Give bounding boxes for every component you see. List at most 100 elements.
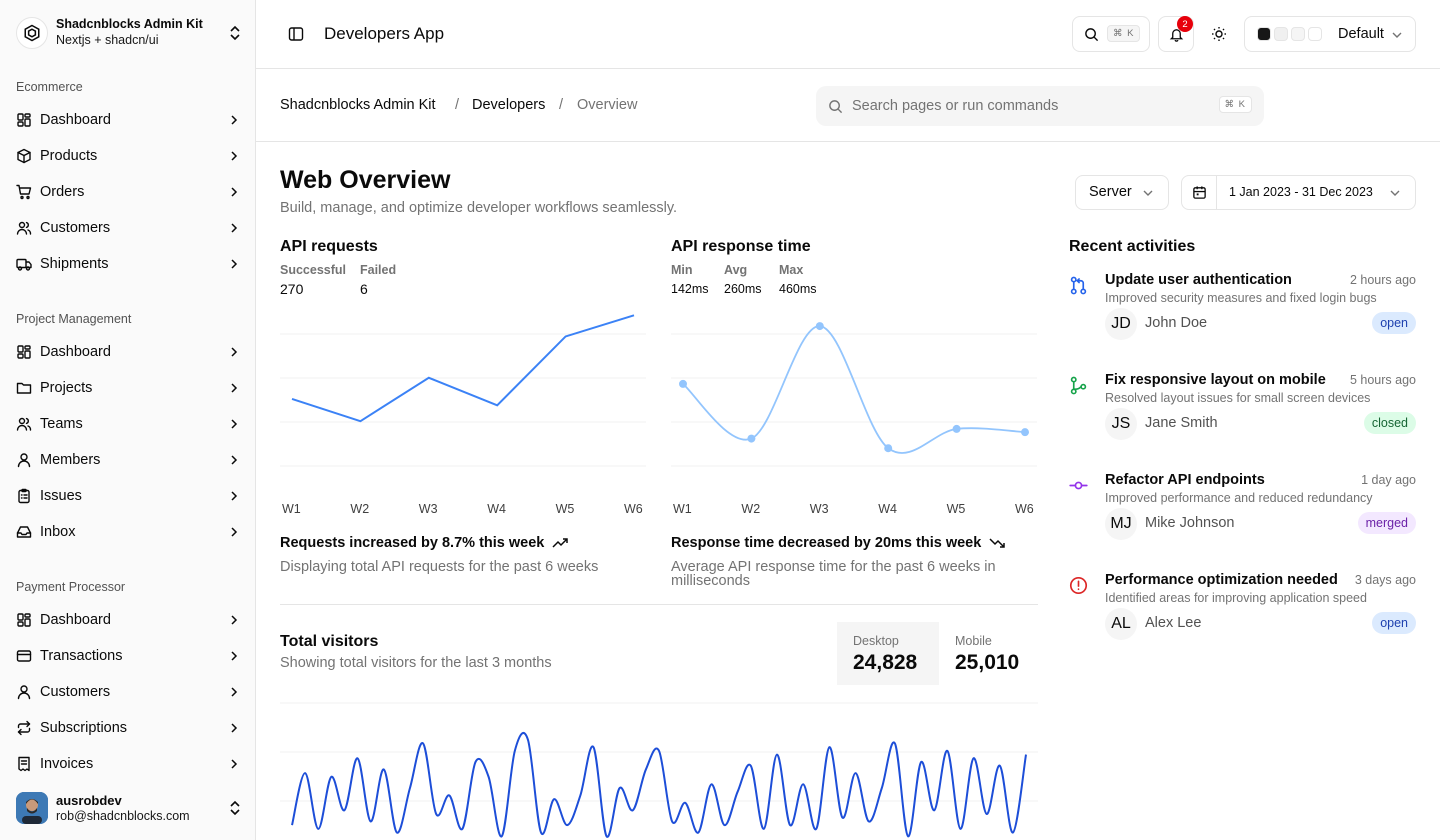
sidebar-item-invoices[interactable]: Invoices	[16, 750, 240, 778]
sidebar-item-orders[interactable]: Orders	[16, 178, 240, 206]
activity-item[interactable]: Fix responsive layout on mobile 5 hours a…	[1069, 372, 1416, 452]
status-badge: open	[1372, 612, 1416, 634]
layout-dashboard-icon	[16, 612, 32, 628]
chevron-right-icon	[228, 722, 240, 734]
sidebar-item-label: Customers	[40, 220, 111, 236]
desktop-toggle[interactable]: Desktop 24,828	[837, 622, 939, 685]
team-switcher[interactable]: Shadcnblocks Admin Kit Nextjs + shadcn/u…	[16, 16, 242, 50]
activity-desc: Improved performance and reduced redunda…	[1105, 491, 1373, 505]
chevron-right-icon	[228, 150, 240, 162]
theme-swatch	[1257, 27, 1271, 41]
page-title: Web Overview	[280, 166, 451, 194]
sidebar-item-customers[interactable]: Customers	[16, 214, 240, 242]
users-icon	[16, 416, 32, 432]
layout-dashboard-icon	[16, 344, 32, 360]
user-menu[interactable]: ausrobdev rob@shadcnblocks.com	[16, 790, 242, 826]
api-requests-footer-desc: Displaying total API requests for the pa…	[280, 559, 599, 575]
folder-icon	[16, 380, 32, 396]
status-badge: merged	[1357, 512, 1416, 534]
search-button[interactable]: ⌘ K	[1072, 16, 1150, 52]
git-branch-icon	[1069, 376, 1088, 395]
chevron-right-icon	[228, 186, 240, 198]
chevron-down-icon	[1389, 187, 1401, 199]
stat-value: 270	[280, 281, 304, 297]
theme-swatch	[1308, 27, 1322, 41]
x-tick-label: W5	[946, 502, 966, 516]
chevron-right-icon	[228, 686, 240, 698]
activity-title: Performance optimization needed	[1105, 572, 1338, 588]
chevron-right-icon	[228, 490, 240, 502]
sidebar-item-inbox[interactable]: Inbox	[16, 518, 240, 546]
sun-icon[interactable]	[1211, 26, 1227, 42]
mobile-toggle[interactable]: Mobile 25,010	[939, 622, 1038, 685]
api-response-footer-desc: Average API response time for the past 6…	[671, 559, 996, 589]
chevrons-up-down-icon	[228, 25, 242, 41]
sidebar-item-shipments[interactable]: Shipments	[16, 250, 240, 278]
data-point	[952, 424, 961, 433]
sidebar-item-label: Members	[40, 452, 101, 468]
data-point	[884, 444, 893, 453]
shopping-cart-icon	[16, 184, 32, 200]
command-search[interactable]: Search pages or run commands ⌘ K	[816, 86, 1264, 126]
sidebar-item-label: Dashboard	[40, 344, 111, 360]
stat-label: Max	[779, 263, 804, 277]
stat-label: Failed	[360, 263, 397, 277]
notification-badge: 2	[1177, 16, 1193, 32]
activity-item[interactable]: Performance optimization needed 3 days ag…	[1069, 572, 1416, 652]
sidebar-item-products[interactable]: Products	[16, 142, 240, 170]
activity-user: Mike Johnson	[1145, 515, 1235, 531]
sidebar-toggle-icon[interactable]	[288, 26, 304, 42]
breadcrumb-bar: Shadcnblocks Admin Kit / Developers / Ov…	[256, 69, 1440, 142]
git-commit-icon	[1069, 476, 1088, 495]
trending-up-icon	[552, 537, 569, 549]
date-range-picker[interactable]: 1 Jan 2023 - 31 Dec 2023	[1181, 175, 1416, 210]
avatar	[16, 792, 48, 824]
x-tick-label: W3	[418, 502, 438, 516]
total-visitors-subtitle: Showing total visitors for the last 3 mo…	[280, 655, 552, 671]
sidebar-item-label: Transactions	[40, 648, 123, 664]
theme-swatch	[1291, 27, 1305, 41]
sidebar-item-dashboard[interactable]: Dashboard	[16, 606, 240, 634]
x-tick-label: W4	[487, 502, 506, 516]
recent-activities-title: Recent activities	[1069, 238, 1196, 255]
activity-item[interactable]: Refactor API endpoints 1 day ago Improved …	[1069, 472, 1416, 552]
sidebar-group-label: Project Management	[16, 312, 132, 326]
sidebar-group-label: Ecommerce	[16, 80, 83, 94]
api-response-title: API response time	[671, 238, 811, 255]
sidebar-item-dashboard[interactable]: Dashboard	[16, 338, 240, 366]
chevron-right-icon	[228, 614, 240, 626]
desktop-label: Desktop	[853, 634, 899, 648]
stat-value: 142ms	[671, 282, 709, 296]
data-point	[747, 434, 756, 443]
notifications-button[interactable]: 2	[1158, 16, 1194, 52]
env-select[interactable]: Server	[1075, 175, 1169, 210]
repeat-icon	[16, 720, 32, 736]
theme-select[interactable]: Default	[1244, 16, 1416, 52]
chevron-right-icon	[228, 114, 240, 126]
sidebar-item-members[interactable]: Members	[16, 446, 240, 474]
series-line	[291, 314, 635, 423]
stat-value: 460ms	[779, 282, 817, 296]
series-line	[682, 325, 1026, 454]
stat-value: 6	[360, 281, 368, 297]
calendar-button[interactable]	[1182, 176, 1217, 209]
sidebar-item-issues[interactable]: Issues	[16, 482, 240, 510]
sidebar-item-subscriptions[interactable]: Subscriptions	[16, 714, 240, 742]
api-response-footer-title: Response time decreased by 20ms this wee…	[671, 535, 982, 551]
user-icon	[16, 684, 32, 700]
sidebar-item-label: Projects	[40, 380, 93, 396]
activity-desc: Resolved layout issues for small screen …	[1105, 391, 1371, 405]
breadcrumb-link[interactable]: Shadcnblocks Admin Kit	[280, 97, 436, 113]
activity-time: 1 day ago	[1361, 473, 1416, 487]
activity-item[interactable]: Update user authentication 2 hours ago Imp…	[1069, 272, 1416, 352]
sidebar-item-teams[interactable]: Teams	[16, 410, 240, 438]
trending-down-icon	[989, 537, 1006, 549]
sidebar-item-label: Inbox	[40, 524, 76, 540]
sidebar-item-projects[interactable]: Projects	[16, 374, 240, 402]
sidebar-item-label: Dashboard	[40, 612, 111, 628]
sidebar-item-transactions[interactable]: Transactions	[16, 642, 240, 670]
x-tick-label: W2	[741, 502, 761, 516]
sidebar-item-dashboard[interactable]: Dashboard	[16, 106, 240, 134]
sidebar-item-customers[interactable]: Customers	[16, 678, 240, 706]
breadcrumb-link[interactable]: Developers	[472, 97, 546, 113]
